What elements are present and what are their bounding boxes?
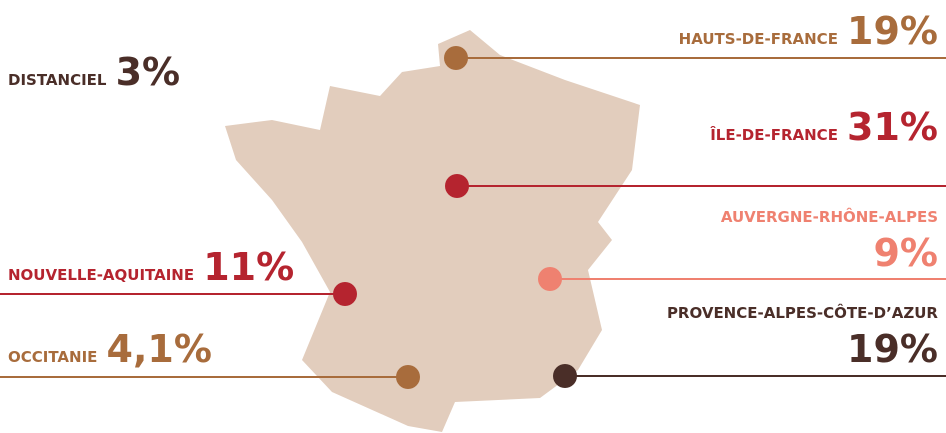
region-name: NOUVELLE-AQUITAINE: [8, 266, 194, 284]
region-name: HAUTS-DE-FRANCE: [679, 30, 838, 48]
region-dot: [444, 46, 468, 70]
region-value: 3%: [116, 50, 181, 94]
region-value: 9%: [873, 231, 938, 275]
region-value: 19%: [847, 9, 938, 53]
region-value: 31%: [847, 105, 938, 149]
region-label: ÎLE-DE-FRANCE 31%: [710, 105, 938, 149]
region-dot: [553, 364, 577, 388]
region-name: AUVERGNE-RHÔNE-ALPES: [721, 207, 938, 226]
region-label: HAUTS-DE-FRANCE 19%: [679, 9, 938, 53]
france-shape: [225, 30, 640, 432]
region-name: PROVENCE-ALPES-CÔTE-D’AZUR: [667, 303, 938, 322]
region-label: OCCITANIE 4,1%: [8, 327, 212, 371]
region-name: ÎLE-DE-FRANCE: [710, 125, 838, 144]
region-value: 19%: [847, 327, 938, 371]
region-name: OCCITANIE: [8, 348, 97, 366]
region-value: 11%: [203, 245, 294, 289]
region-label: NOUVELLE-AQUITAINE 11%: [8, 245, 294, 289]
region-dot: [396, 365, 420, 389]
region-dot: [538, 267, 562, 291]
region-dot: [333, 282, 357, 306]
region-value: 4,1%: [107, 327, 212, 371]
region-dot: [445, 174, 469, 198]
region-label: DISTANCIEL 3%: [8, 50, 180, 94]
region-name: DISTANCIEL: [8, 71, 107, 89]
